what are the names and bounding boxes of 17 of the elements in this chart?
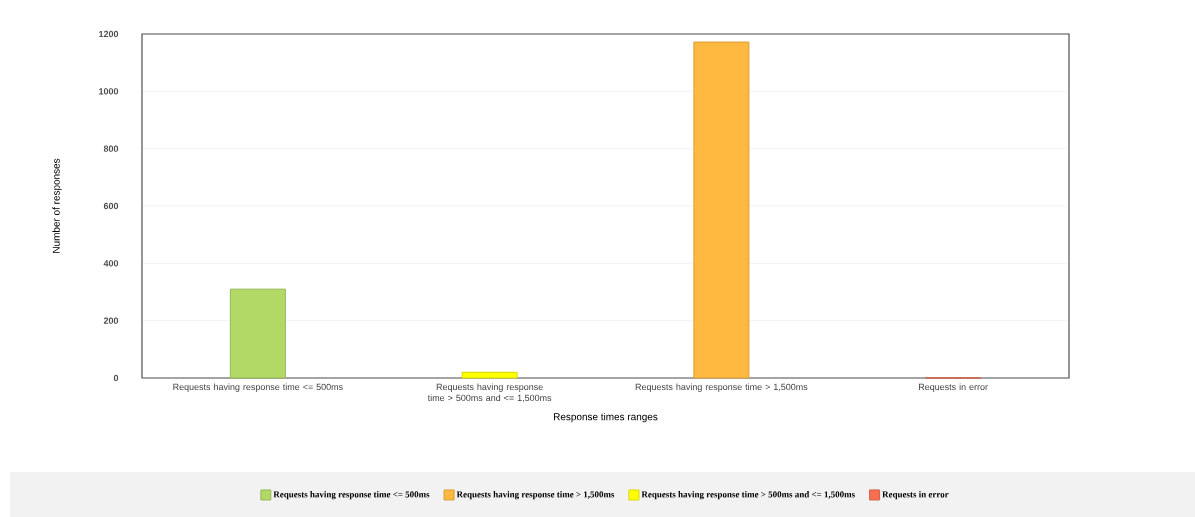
x-tick-label: Requests having response time > 1,500ms	[635, 383, 808, 392]
y-axis-title: Number of responses	[52, 158, 62, 253]
y-tick-label: 600	[103, 202, 119, 210]
x-tick-label: Requests having response time > 500ms and <= 1,500ms	[427, 383, 552, 403]
legend-label: Requests having response time <= 500ms	[273, 491, 430, 500]
y-tick-label: 0	[113, 374, 119, 382]
y-tick-label: 800	[103, 145, 119, 152]
legend-label: Requests in error	[882, 491, 949, 500]
x-tick-label: Requests in error	[918, 383, 988, 392]
x-tick-label: Requests having response time <= 500ms	[173, 383, 343, 392]
y-tick-label: 200	[103, 317, 119, 324]
y-tick-label: 1000	[99, 88, 119, 95]
y-tick-label: 1200	[99, 30, 119, 38]
legend-label: Requests having response time > 1,500ms	[456, 491, 615, 500]
x-axis-title: Response times ranges	[553, 412, 658, 423]
legend-label: Requests having response time > 500ms and <= 1,500ms	[641, 491, 855, 500]
y-tick-label: 400	[103, 260, 119, 267]
